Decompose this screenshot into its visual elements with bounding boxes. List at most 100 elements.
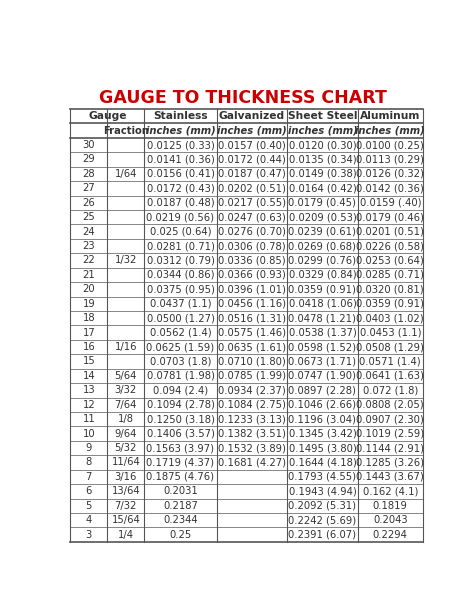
Text: 0.0375 (0.95): 0.0375 (0.95) [146,284,214,294]
Text: 0.1819: 0.1819 [373,501,408,511]
Text: 27: 27 [82,183,95,193]
Text: inches (mm): inches (mm) [146,126,215,135]
Text: 0.0641 (1.63): 0.0641 (1.63) [356,371,424,381]
Text: 26: 26 [82,198,95,208]
Text: 0.1875 (4.76): 0.1875 (4.76) [146,472,214,482]
Text: 0.0164 (0.42): 0.0164 (0.42) [289,183,356,193]
Text: 7: 7 [86,472,92,482]
Text: 3/16: 3/16 [115,472,137,482]
Text: 0.0217 (0.55): 0.0217 (0.55) [218,198,286,208]
Text: 0.1681 (4.27): 0.1681 (4.27) [218,457,286,468]
Text: 5: 5 [86,501,92,511]
Text: 0.0247 (0.63): 0.0247 (0.63) [218,212,286,222]
Text: 0.0306 (0.78): 0.0306 (0.78) [218,241,286,251]
Text: 0.0437 (1.1): 0.0437 (1.1) [150,299,211,309]
Text: 0.0312 (0.79): 0.0312 (0.79) [146,256,214,265]
Text: 15: 15 [82,356,95,367]
Text: 18: 18 [82,313,95,323]
Text: 0.0808 (2.05): 0.0808 (2.05) [356,400,424,409]
Text: 0.0625 (1.59): 0.0625 (1.59) [146,342,215,352]
Text: 0.0149 (0.38): 0.0149 (0.38) [289,169,356,179]
Text: 0.1443 (3.67): 0.1443 (3.67) [356,472,424,482]
Text: 0.0785 (1.99): 0.0785 (1.99) [218,371,286,381]
Text: 0.0142 (0.36): 0.0142 (0.36) [356,183,424,193]
Text: 0.0907 (2.30): 0.0907 (2.30) [356,414,424,424]
Text: 0.0336 (0.85): 0.0336 (0.85) [218,256,286,265]
Text: 16: 16 [82,342,95,352]
Text: 0.0635 (1.61): 0.0635 (1.61) [218,342,286,352]
Text: 0.0329 (0.84): 0.0329 (0.84) [289,270,356,280]
Text: 0.0253 (0.64): 0.0253 (0.64) [356,256,424,265]
Text: 20: 20 [82,284,95,294]
Text: 0.0897 (2.28): 0.0897 (2.28) [289,386,356,395]
Text: 0.0276 (0.70): 0.0276 (0.70) [218,227,286,237]
Text: Sheet Steel: Sheet Steel [288,111,357,121]
Text: 0.0934 (2.37): 0.0934 (2.37) [218,386,286,395]
Text: 0.0299 (0.76): 0.0299 (0.76) [288,256,356,265]
Text: 0.1644 (4.18): 0.1644 (4.18) [289,457,356,468]
Text: 28: 28 [82,169,95,179]
Text: 0.0219 (0.56): 0.0219 (0.56) [146,212,214,222]
Text: 1/32: 1/32 [115,256,137,265]
Text: 11: 11 [82,414,95,424]
Text: 0.0538 (1.37): 0.0538 (1.37) [289,327,356,338]
Text: 0.0403 (1.02): 0.0403 (1.02) [356,313,424,323]
Text: 0.162 (4.1): 0.162 (4.1) [363,486,418,497]
Text: 9/64: 9/64 [115,428,137,438]
Text: 0.0710 (1.80): 0.0710 (1.80) [218,356,286,367]
Text: 0.1144 (2.91): 0.1144 (2.91) [356,443,424,453]
Text: 0.094 (2.4): 0.094 (2.4) [153,386,208,395]
Text: 0.072 (1.8): 0.072 (1.8) [363,386,418,395]
Text: 22: 22 [82,256,95,265]
Text: 0.0157 (0.40): 0.0157 (0.40) [218,140,286,150]
Text: 0.0172 (0.44): 0.0172 (0.44) [218,154,286,164]
Text: 10: 10 [82,428,95,438]
Text: 30: 30 [82,140,95,150]
Text: 0.1084 (2.75): 0.1084 (2.75) [218,400,286,409]
Text: 0.2031: 0.2031 [163,486,198,497]
Text: 1/4: 1/4 [118,530,134,539]
Text: 0.1046 (2.66): 0.1046 (2.66) [288,400,356,409]
Text: 15/64: 15/64 [111,515,140,525]
Text: 0.0516 (1.31): 0.0516 (1.31) [218,313,286,323]
Text: Fraction: Fraction [103,126,149,135]
Text: 5/32: 5/32 [115,443,137,453]
Text: 0.0673 (1.71): 0.0673 (1.71) [288,356,356,367]
Text: 0.0575 (1.46): 0.0575 (1.46) [218,327,286,338]
Text: 0.1563 (3.97): 0.1563 (3.97) [146,443,214,453]
Text: 0.0100 (0.25): 0.0100 (0.25) [356,140,424,150]
Text: 0.0418 (1.06): 0.0418 (1.06) [289,299,356,309]
Text: 0.0135 (0.34): 0.0135 (0.34) [289,154,356,164]
Text: Galvanized: Galvanized [219,111,285,121]
Text: 13: 13 [82,386,95,395]
Text: 0.0113 (0.29): 0.0113 (0.29) [356,154,424,164]
Text: 0.0359 (0.91): 0.0359 (0.91) [356,299,424,309]
Text: GAUGE TO THICKNESS CHART: GAUGE TO THICKNESS CHART [99,89,387,107]
Text: 0.0126 (0.32): 0.0126 (0.32) [356,169,424,179]
Text: 24: 24 [82,227,95,237]
Text: 9: 9 [86,443,92,453]
Text: 0.0281 (0.71): 0.0281 (0.71) [146,241,214,251]
Text: 29: 29 [82,154,95,164]
Text: 0.1532 (3.89): 0.1532 (3.89) [218,443,286,453]
Text: 0.0562 (1.4): 0.0562 (1.4) [150,327,211,338]
Text: 1/16: 1/16 [115,342,137,352]
Text: 19: 19 [82,299,95,309]
Text: 0.0172 (0.43): 0.0172 (0.43) [146,183,214,193]
Text: 0.0703 (1.8): 0.0703 (1.8) [150,356,211,367]
Text: 0.0226 (0.58): 0.0226 (0.58) [356,241,424,251]
Text: Stainless: Stainless [153,111,208,121]
Text: 0.1196 (3.04): 0.1196 (3.04) [289,414,356,424]
Text: 0.0159 (.40): 0.0159 (.40) [360,198,421,208]
Text: 11/64: 11/64 [111,457,140,468]
Text: 0.0269 (0.68): 0.0269 (0.68) [289,241,356,251]
Text: 0.0187 (0.48): 0.0187 (0.48) [146,198,214,208]
Text: 0.1382 (3.51): 0.1382 (3.51) [218,428,286,438]
Text: 0.0209 (0.53): 0.0209 (0.53) [289,212,356,222]
Text: inches (mm): inches (mm) [356,126,425,135]
Text: 0.1094 (2.78): 0.1094 (2.78) [146,400,214,409]
Text: inches (mm): inches (mm) [288,126,357,135]
Text: 0.1345 (3.42): 0.1345 (3.42) [289,428,356,438]
Text: 13/64: 13/64 [111,486,140,497]
Text: 0.0508 (1.29): 0.0508 (1.29) [356,342,424,352]
